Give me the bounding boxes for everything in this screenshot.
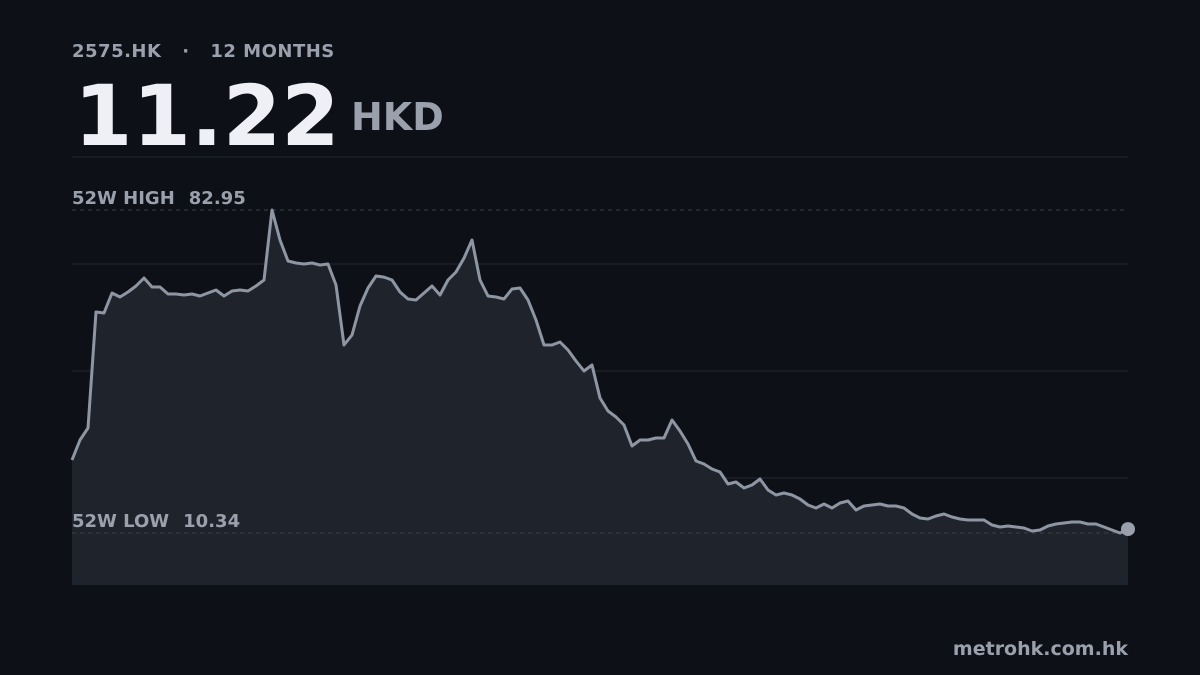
price: 11.22	[74, 67, 340, 165]
low-label: 52W LOW 10.34	[72, 511, 240, 532]
low-label-value: 10.34	[183, 511, 240, 532]
price-line	[70, 208, 1129, 535]
currency: HKD	[351, 95, 444, 139]
header-line: 2575.HK · 12 MONTHS	[72, 41, 335, 62]
last-point	[1121, 522, 1135, 537]
plot: 52W HIGH 82.95 52W LOW 10.34	[70, 156, 1135, 585]
separator: ·	[182, 41, 189, 62]
ticker: 2575.HK	[72, 41, 162, 62]
low-label-text: 52W LOW	[72, 511, 169, 532]
high-label-text: 52W HIGH	[72, 188, 175, 209]
period: 12 MONTHS	[210, 41, 334, 62]
source: metrohk.com.hk	[953, 638, 1128, 660]
high-label: 52W HIGH 82.95	[72, 188, 246, 209]
area-fill	[72, 210, 1128, 585]
high-label-value: 82.95	[189, 188, 246, 209]
